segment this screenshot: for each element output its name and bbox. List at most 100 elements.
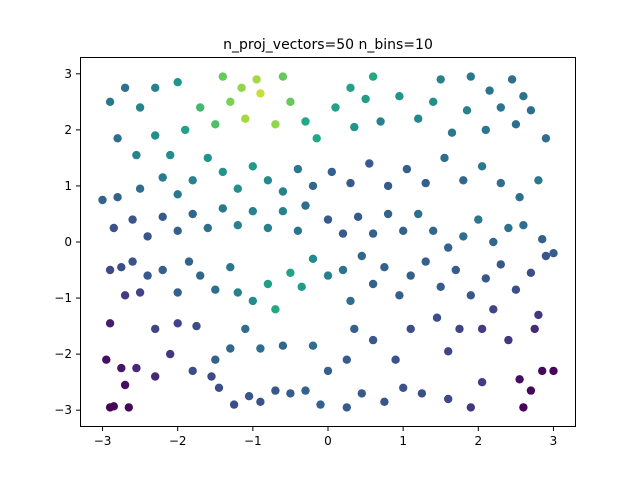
data-point <box>151 83 160 93</box>
data-point <box>327 167 336 177</box>
data-point <box>196 103 205 112</box>
data-point <box>166 150 175 160</box>
data-point <box>151 324 160 334</box>
data-point <box>406 324 415 334</box>
data-point <box>432 313 442 322</box>
data-point <box>440 153 449 163</box>
data-point <box>286 268 295 277</box>
data-point <box>395 291 404 300</box>
data-point <box>105 97 115 107</box>
data-point <box>308 181 318 191</box>
data-point <box>248 296 257 306</box>
data-point <box>489 237 498 247</box>
y-tick-label: −2 <box>54 347 72 361</box>
data-point <box>496 103 505 112</box>
x-tick-label: 1 <box>399 434 407 448</box>
data-point <box>447 128 457 137</box>
data-point <box>237 83 246 93</box>
data-point <box>135 184 145 193</box>
data-point <box>530 324 539 334</box>
data-point <box>357 251 366 261</box>
plot-frame <box>80 57 576 427</box>
data-point <box>271 120 280 129</box>
data-point <box>485 86 494 95</box>
data-point <box>226 263 235 272</box>
data-point <box>346 83 355 93</box>
x-tick-label: −1 <box>244 434 262 448</box>
data-point <box>526 106 536 115</box>
data-point <box>350 324 359 334</box>
data-point <box>308 254 318 263</box>
data-point <box>361 94 370 104</box>
data-point <box>151 372 160 381</box>
data-point <box>541 251 551 261</box>
data-point <box>316 400 325 409</box>
data-point <box>229 400 239 409</box>
data-point <box>203 153 212 163</box>
data-point <box>278 187 288 196</box>
data-point <box>414 209 423 219</box>
data-point <box>504 335 513 345</box>
data-point <box>519 92 528 101</box>
data-point <box>402 164 412 174</box>
data-point <box>301 201 310 210</box>
data-point <box>248 207 257 216</box>
data-point <box>489 305 498 314</box>
data-point <box>128 257 137 266</box>
data-point <box>466 291 475 300</box>
data-point <box>173 226 182 235</box>
data-point <box>233 184 242 193</box>
data-point <box>226 344 235 353</box>
data-point <box>143 271 152 280</box>
data-point <box>233 221 242 230</box>
data-point <box>323 215 333 224</box>
data-point <box>158 265 167 275</box>
data-point <box>143 232 152 241</box>
x-tick-label: 0 <box>324 434 332 448</box>
data-point <box>263 176 273 185</box>
data-point <box>188 176 197 185</box>
data-point <box>368 72 378 81</box>
data-point <box>474 215 483 224</box>
data-point <box>496 260 505 269</box>
data-point <box>496 178 505 188</box>
data-point <box>105 319 115 328</box>
data-point <box>391 355 400 364</box>
data-point <box>128 215 137 224</box>
data-point <box>444 243 453 252</box>
y-tick-label: 1 <box>64 179 72 193</box>
data-point <box>549 366 558 376</box>
x-tick-label: −3 <box>94 434 112 448</box>
data-point <box>477 324 487 334</box>
data-point <box>515 375 524 384</box>
data-point <box>132 150 141 160</box>
data-point <box>511 120 521 129</box>
data-point <box>293 164 303 174</box>
data-point <box>278 341 288 350</box>
data-point <box>113 134 122 143</box>
data-point <box>271 386 280 395</box>
data-point <box>132 363 141 373</box>
data-point <box>399 226 408 235</box>
data-point <box>124 403 133 412</box>
data-point <box>173 288 182 297</box>
data-point <box>256 397 265 406</box>
data-point <box>256 89 265 98</box>
data-point <box>113 193 122 202</box>
data-point <box>549 249 558 258</box>
data-point <box>466 72 475 81</box>
data-point <box>263 279 273 289</box>
data-point <box>526 268 536 277</box>
data-point <box>399 383 408 392</box>
y-tick-label: −3 <box>54 403 72 417</box>
data-point <box>414 114 423 123</box>
data-point <box>459 176 468 185</box>
data-point <box>541 134 551 143</box>
data-point <box>109 223 119 233</box>
data-point <box>252 75 261 84</box>
data-point <box>214 383 224 392</box>
data-point <box>538 366 547 376</box>
data-point <box>301 386 310 395</box>
data-point <box>263 223 273 233</box>
data-point <box>368 229 378 238</box>
